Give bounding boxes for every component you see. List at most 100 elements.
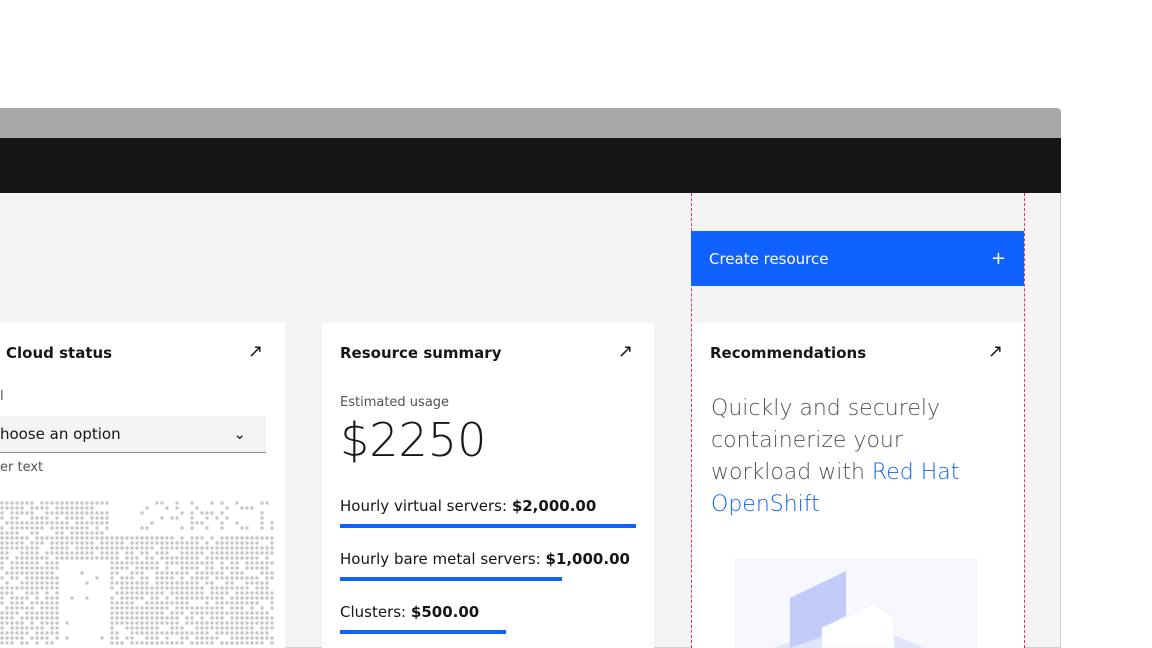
map-dot [35,526,39,530]
map-dot [125,596,129,600]
map-dot [85,536,89,540]
map-dot [50,631,54,635]
map-dot [135,616,139,620]
map-dot [0,526,4,530]
map-dot [130,586,134,590]
map-dot [115,561,119,565]
map-dot [170,541,174,545]
map-dot [185,606,189,610]
map-dot [190,521,194,525]
map-dot [175,506,179,510]
map-dot [155,551,159,555]
openshift-link[interactable]: Red Hat OpenShift [711,460,960,517]
map-dot [210,626,214,630]
map-dot [195,506,199,510]
map-dot [75,526,79,530]
map-dot [195,621,199,625]
map-dot [270,576,274,580]
map-dot [15,571,19,575]
map-dot [195,541,199,545]
map-dot [35,561,39,565]
map-dot [15,631,19,635]
map-dot [210,636,214,640]
map-dot [215,606,219,610]
map-dot [40,576,44,580]
map-dot [245,566,249,570]
map-dot [45,566,49,570]
map-dot [95,556,99,560]
map-dot [150,546,154,550]
map-dot [120,586,124,590]
create-resource-button[interactable]: Create resource + [691,231,1024,286]
map-dot [70,501,74,505]
map-dot [15,601,19,605]
map-dot [195,576,199,580]
map-dot [25,596,29,600]
map-dot [200,641,204,645]
map-dot [35,521,39,525]
map-dot [30,501,34,505]
arrow-up-right-icon[interactable]: ↗ [618,341,634,362]
map-dot [270,561,274,565]
map-dot [25,561,29,565]
map-dot [200,551,204,555]
map-dot [30,546,34,550]
map-dot [130,541,134,545]
map-dot [120,561,124,565]
map-dot [110,541,114,545]
map-dot [155,626,159,630]
map-dot [265,636,269,640]
resource-row: Clusters: $500.00 [340,603,479,621]
map-dot [130,631,134,635]
map-dot [125,591,129,595]
map-dot [200,606,204,610]
map-dot [265,611,269,615]
map-dot [260,546,264,550]
map-dot [240,591,244,595]
map-dot [240,536,244,540]
map-dot [195,606,199,610]
map-dot [55,596,59,600]
map-dot [20,631,24,635]
map-dot [195,536,199,540]
map-dot [230,626,234,630]
map-dot [25,566,29,570]
map-dot [160,616,164,620]
map-dot [180,641,184,645]
map-dot [215,636,219,640]
map-dot [0,631,4,635]
map-dot [210,561,214,565]
map-dot [260,636,264,640]
map-dot [270,601,274,605]
arrow-up-right-icon[interactable]: ↗ [248,341,264,362]
map-dot [90,556,94,560]
map-dot [20,626,24,630]
map-dot [10,601,14,605]
map-dot [140,581,144,585]
map-dot [0,501,4,505]
map-dot [10,506,14,510]
map-dot [155,601,159,605]
map-dot [130,621,134,625]
helper-text: er text [0,460,44,475]
region-dropdown[interactable]: hoose an option ⌄ [0,416,266,453]
arrow-up-right-icon[interactable]: ↗ [988,341,1004,362]
map-dot [225,551,229,555]
map-dot [230,566,234,570]
map-dot [150,521,154,525]
map-dot [165,641,169,645]
map-dot [270,541,274,545]
map-dot [190,566,194,570]
map-dot [65,621,69,625]
map-dot [25,571,29,575]
map-dot [165,561,169,565]
map-dot [145,526,149,530]
map-dot [50,566,54,570]
map-dot [195,556,199,560]
map-dot [45,636,49,640]
map-dot [110,561,114,565]
map-dot [20,541,24,545]
map-dot [170,561,174,565]
map-dot [110,576,114,580]
map-dot [210,511,214,515]
